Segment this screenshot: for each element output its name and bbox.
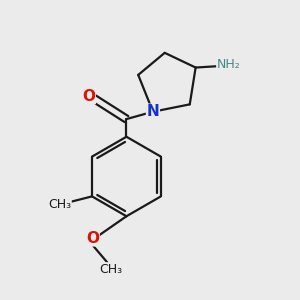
Text: CH₃: CH₃ (48, 198, 71, 211)
Text: O: O (82, 88, 95, 104)
Text: O: O (86, 231, 99, 246)
Text: CH₃: CH₃ (99, 263, 122, 276)
Text: NH₂: NH₂ (217, 58, 241, 71)
Text: N: N (147, 104, 159, 119)
